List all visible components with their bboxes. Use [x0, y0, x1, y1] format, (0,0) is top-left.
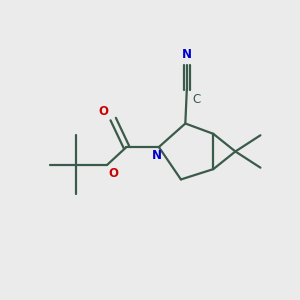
Text: O: O: [98, 105, 108, 118]
Text: O: O: [109, 167, 119, 180]
Text: N: N: [182, 48, 192, 61]
Text: C: C: [192, 93, 200, 106]
Text: N: N: [152, 149, 162, 162]
